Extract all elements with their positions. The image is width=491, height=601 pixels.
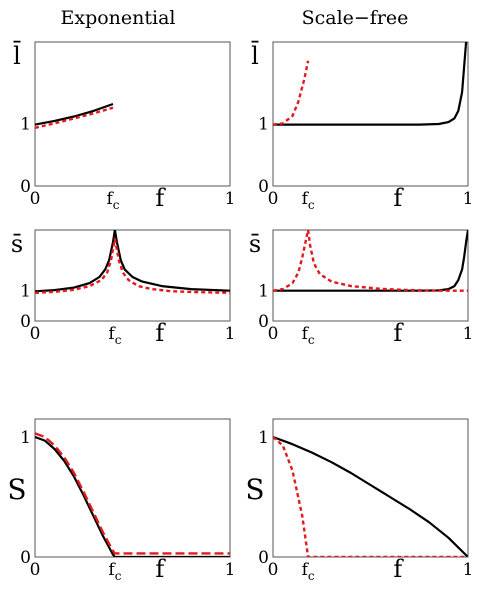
column-title-scale-free: Scale−free [302, 7, 409, 29]
x-tick-label: 0 [30, 560, 41, 580]
y-tick-label: 1 [20, 428, 31, 448]
x-tick-label: fc [302, 324, 315, 347]
x-tick-subscript: c [308, 333, 315, 347]
series-line-black [273, 42, 468, 126]
series-line-red [273, 60, 310, 126]
x-tick-label: 0 [30, 189, 41, 209]
x-tick-subscript: c [113, 198, 120, 212]
y-axis-label: l̄ [13, 41, 21, 70]
x-tick-subscript: c [115, 333, 122, 347]
y-tick-label: 1 [258, 114, 269, 134]
x-tick-label: 1 [463, 560, 474, 580]
x-tick-label: fc [302, 189, 315, 212]
y-axis-label: s̄ [249, 230, 261, 258]
y-tick-label: 0 [258, 548, 269, 568]
x-tick-label: fc [108, 324, 121, 347]
x-axis-label: f [155, 555, 166, 583]
panel-1: 0 fc 1 0 1 f l̄ [251, 41, 473, 212]
series-line-red [35, 237, 230, 294]
series-line-black [35, 102, 114, 126]
panel-3: 0 fc 1 0 1 f s̄ [249, 229, 474, 347]
series-line-red [35, 432, 230, 555]
x-axis-label: f [155, 184, 166, 212]
series-line-red [273, 230, 468, 292]
y-axis-label: l̄ [251, 41, 259, 70]
plot-frame [34, 418, 231, 558]
y-axis-label: S [245, 473, 264, 506]
x-tick-subscript: c [308, 198, 315, 212]
y-tick-label: 0 [20, 177, 31, 197]
x-tick-label: 1 [225, 189, 236, 209]
x-tick-subscript: c [115, 569, 122, 583]
plot-frame [272, 418, 469, 558]
panel-0: 0 fc 1 0 1 f l̄ [13, 41, 235, 212]
plot-frame [34, 229, 231, 322]
x-tick-subscript: c [308, 569, 315, 583]
x-tick-label: 1 [225, 324, 236, 344]
plot-frame [272, 229, 469, 322]
series-line-black [35, 435, 230, 557]
panel-5: 0 fc 1 0 1 f S [245, 418, 474, 583]
panel-2: 0 fc 1 0 1 f s̄ [11, 229, 236, 347]
x-tick-label: 0 [268, 560, 279, 580]
y-axis-label: S [7, 473, 26, 506]
x-axis-label: f [155, 319, 166, 347]
y-axis-label: s̄ [11, 230, 23, 258]
x-axis-label: f [393, 319, 404, 347]
x-tick-label: 1 [463, 324, 474, 344]
y-tick-label: 1 [258, 428, 269, 448]
column-title-exponential: Exponential [60, 7, 175, 29]
plot-frame [34, 41, 231, 187]
y-tick-label: 1 [20, 282, 31, 302]
series-line-black [35, 230, 230, 293]
y-tick-label: 0 [20, 312, 31, 332]
series-line-red [273, 436, 468, 557]
x-tick-label: 1 [463, 189, 474, 209]
x-tick-label: 0 [268, 324, 279, 344]
y-tick-label: 1 [20, 114, 31, 134]
x-tick-label: fc [302, 560, 315, 583]
series-line-red [35, 106, 114, 129]
x-axis-label: f [393, 184, 404, 212]
panel-4: 0 fc 1 0 1 f S [7, 418, 236, 583]
plot-frame [272, 41, 469, 187]
x-tick-label: fc [108, 560, 121, 583]
y-tick-label: 0 [258, 177, 269, 197]
series-line-black [273, 230, 468, 292]
x-tick-label: 0 [30, 324, 41, 344]
x-axis-label: f [393, 555, 404, 583]
series-line-black [273, 435, 468, 557]
y-tick-label: 1 [258, 282, 269, 302]
x-tick-label: 1 [225, 560, 236, 580]
y-tick-label: 0 [20, 548, 31, 568]
y-tick-label: 0 [258, 312, 269, 332]
x-tick-label: fc [106, 189, 119, 212]
x-tick-label: 0 [268, 189, 279, 209]
